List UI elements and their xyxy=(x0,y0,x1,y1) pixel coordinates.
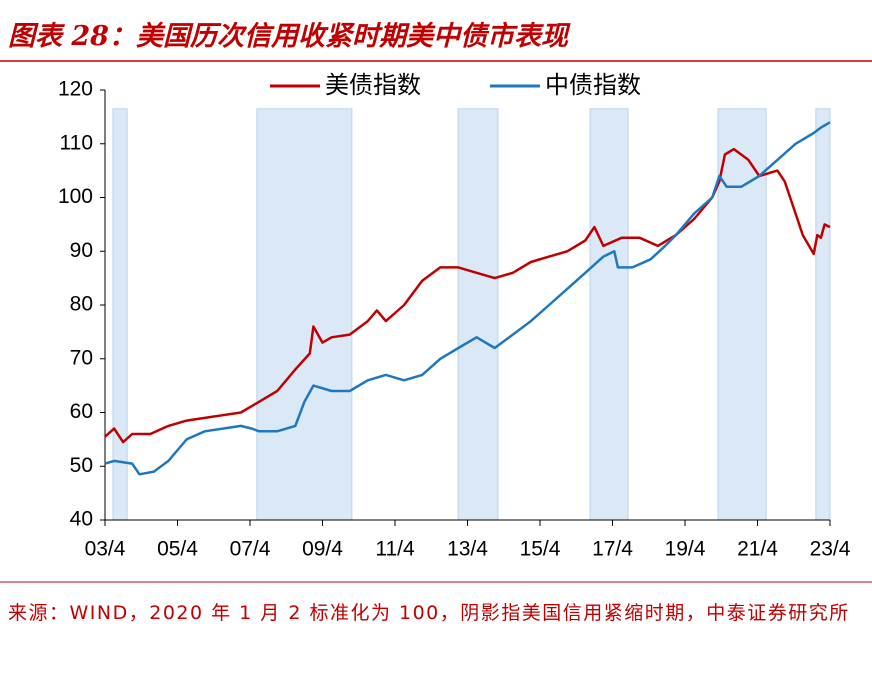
chart-title: 图表 28：美国历次信用收紧时期美中债市表现 xyxy=(8,21,568,52)
x-tick-label: 13/4 xyxy=(447,538,488,561)
y-tick-label: 70 xyxy=(70,346,93,369)
x-tick-label: 07/4 xyxy=(230,538,271,561)
shaded-period xyxy=(815,108,831,521)
y-tick-label: 90 xyxy=(70,239,93,262)
series-line xyxy=(104,147,831,444)
x-tick-label: 17/4 xyxy=(592,538,633,561)
x-tick-label: 21/4 xyxy=(737,538,778,561)
y-tick-label: 40 xyxy=(70,508,93,531)
x-tick-label: 09/4 xyxy=(302,538,343,561)
y-tick-label: 60 xyxy=(70,400,93,423)
y-tick-label: 80 xyxy=(70,293,93,316)
shaded-period xyxy=(717,108,767,521)
x-tick-label: 03/4 xyxy=(85,538,126,561)
legend-label: 中债指数 xyxy=(545,71,641,99)
shaded-period xyxy=(256,108,353,521)
y-tick-label: 120 xyxy=(58,78,93,101)
x-tick-label: 23/4 xyxy=(810,538,851,561)
source-note: 来源：WIND，2020 年 1 月 2 标准化为 100，阴影指美国信用紧缩时… xyxy=(8,602,850,624)
y-tick-label: 110 xyxy=(60,131,93,154)
x-tick-label: 11/4 xyxy=(375,538,415,561)
legend-label: 美债指数 xyxy=(325,71,421,99)
shaded-period xyxy=(589,108,629,521)
x-tick-label: 05/4 xyxy=(157,538,198,561)
series-line xyxy=(104,121,831,476)
x-tick-label: 19/4 xyxy=(665,538,706,561)
x-tick-label: 15/4 xyxy=(520,538,561,561)
y-tick-label: 50 xyxy=(70,454,93,477)
y-tick-label: 100 xyxy=(58,185,93,208)
shaded-period xyxy=(112,108,128,521)
shaded-period xyxy=(457,108,499,521)
